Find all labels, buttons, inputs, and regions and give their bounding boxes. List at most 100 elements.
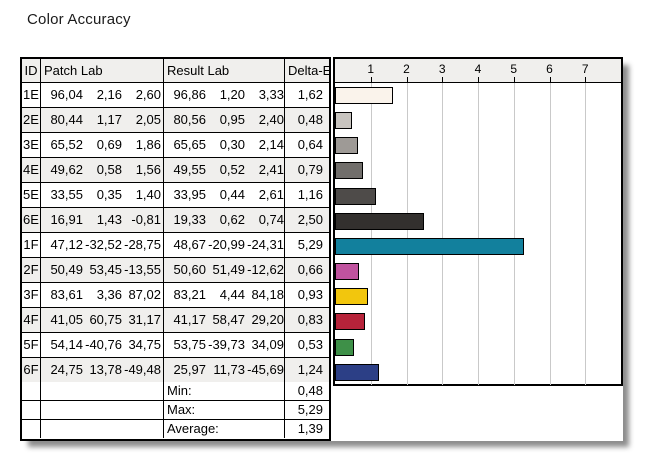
lab-value: 11,73 <box>213 362 245 377</box>
lab-value: 0,74 <box>258 212 284 227</box>
lab-value: 65,52 <box>50 137 83 152</box>
delta-e-bar <box>335 237 525 255</box>
row-id: 3F <box>22 283 41 307</box>
delta-e-bar <box>335 363 380 381</box>
delta-e-bar <box>335 338 354 356</box>
delta-e-value: 0,66 <box>297 262 323 277</box>
axis-tick-mark <box>549 77 551 82</box>
lab-value: 41,05 <box>50 312 83 327</box>
lab-value: 0,95 <box>219 112 245 127</box>
lab-value: 33,95 <box>173 187 206 202</box>
lab-value: 49,55 <box>173 162 206 177</box>
lab-value: -39,73 <box>208 337 245 352</box>
delta-e-value: 1,62 <box>297 87 323 102</box>
empty-cell <box>22 382 41 400</box>
delta-e-bar <box>335 87 393 104</box>
lab-value: 96,04 <box>50 87 83 102</box>
lab-value: 0,69 <box>96 137 122 152</box>
lab-value: -0,81 <box>131 212 161 227</box>
lab-value: -12,62 <box>247 262 284 277</box>
lab-value: 49,62 <box>50 162 83 177</box>
empty-cell <box>41 420 164 438</box>
axis-tick-label: 1 <box>367 62 375 76</box>
lab-value: 2,05 <box>135 112 161 127</box>
summary-row-min: Min: 0,48 <box>22 382 329 401</box>
chart-row-1F <box>335 234 621 259</box>
result-lab-cell: 53,75 -39,73 34,09 <box>164 333 285 357</box>
axis-tick-mark <box>585 77 587 82</box>
col-header-delta-e: Delta-E <box>288 63 329 78</box>
lab-value: 34,75 <box>128 337 161 352</box>
row-id: 2E <box>22 108 41 132</box>
chart-row-2E <box>335 108 621 133</box>
delta-e-value: 0,83 <box>297 312 323 327</box>
row-id: 1E <box>22 83 41 107</box>
gridline <box>442 83 444 385</box>
table-row: 3F 83,61 3,36 87,02 83,21 4,44 84,18 0,93 <box>22 283 329 308</box>
summary-row-max: Max: 5,29 <box>22 401 329 420</box>
chart-axis-header: 1 2 3 4 5 6 7 <box>335 59 621 83</box>
average-label: Average: <box>164 420 285 438</box>
lab-value: -32,52 <box>85 237 122 252</box>
chart-row-4F <box>335 309 621 334</box>
lab-value: 2,60 <box>135 87 161 102</box>
lab-value: 96,86 <box>173 87 206 102</box>
empty-cell <box>41 401 164 419</box>
lab-value: 0,30 <box>219 137 245 152</box>
chart-row-5E <box>335 184 621 209</box>
gridline <box>585 83 587 385</box>
lab-value: 0,35 <box>96 187 122 202</box>
row-id: 1F <box>22 233 41 257</box>
lab-value: 60,75 <box>89 312 122 327</box>
patch-lab-cell: 41,05 60,75 31,17 <box>41 308 164 332</box>
delta-e-value: 1,16 <box>297 187 323 202</box>
table-row: 2F 50,49 53,45 -13,55 50,60 51,49 -12,62 0,66 <box>22 258 329 283</box>
patch-lab-cell: 65,52 0,69 1,86 <box>41 133 164 157</box>
patch-lab-cell: 16,91 1,43 -0,81 <box>41 208 164 232</box>
row-id: 5E <box>22 183 41 207</box>
chart-row-1E <box>335 83 621 108</box>
empty-cell <box>22 420 41 438</box>
result-lab-cell: 41,17 58,47 29,20 <box>164 308 285 332</box>
delta-e-bar <box>335 137 358 155</box>
lab-value: 53,45 <box>89 262 122 277</box>
chart-plot-area <box>335 83 621 385</box>
delta-e-value: 0,48 <box>297 112 323 127</box>
chart-row-5F <box>335 335 621 360</box>
patch-lab-cell: 24,75 13,78 -49,48 <box>41 358 164 382</box>
table-row: 3E 65,52 0,69 1,86 65,65 0,30 2,14 0,64 <box>22 133 329 158</box>
gridline <box>478 83 479 385</box>
max-value: 5,29 <box>297 402 323 417</box>
patch-lab-cell: 33,55 0,35 1,40 <box>41 183 164 207</box>
lab-value: 80,56 <box>173 112 206 127</box>
row-id: 4F <box>22 308 41 332</box>
table-body: 1E 96,04 2,16 2,60 96,86 1,20 3,33 1,62 2E 80,44 1… <box>22 83 329 382</box>
delta-e-bar <box>335 162 364 180</box>
patch-lab-cell: 54,14 -40,76 34,75 <box>41 333 164 357</box>
table-row: 4E 49,62 0,58 1,56 49,55 0,52 2,41 0,79 <box>22 158 329 183</box>
lab-value: 50,49 <box>50 262 83 277</box>
lab-value: 1,20 <box>219 87 245 102</box>
axis-tick-label: 6 <box>546 62 553 76</box>
min-value: 0,48 <box>297 383 323 398</box>
lab-value: 1,86 <box>135 137 161 152</box>
lab-value: -45,69 <box>247 362 284 377</box>
lab-value: 0,44 <box>219 187 245 202</box>
chart-row-3E <box>335 133 621 158</box>
axis-tick-label: 4 <box>474 62 482 76</box>
row-id: 6F <box>22 358 41 382</box>
patch-lab-cell: 83,61 3,36 87,02 <box>41 283 164 307</box>
result-lab-cell: 33,95 0,44 2,61 <box>164 183 285 207</box>
result-lab-cell: 50,60 51,49 -12,62 <box>164 258 285 282</box>
patch-lab-cell: 47,12 -32,52 -28,75 <box>41 233 164 257</box>
row-id: 4E <box>22 158 41 182</box>
table-header-row: ID Patch Lab Result Lab Delta-E <box>22 59 329 83</box>
empty-cell <box>41 382 164 400</box>
gridline <box>406 83 408 385</box>
lab-value: 19,33 <box>173 212 206 227</box>
row-id: 6E <box>22 208 41 232</box>
gridline <box>370 83 372 385</box>
delta-e-value: 0,93 <box>297 287 323 302</box>
result-lab-cell: 49,55 0,52 2,41 <box>164 158 285 182</box>
lab-value: 47,12 <box>50 237 83 252</box>
